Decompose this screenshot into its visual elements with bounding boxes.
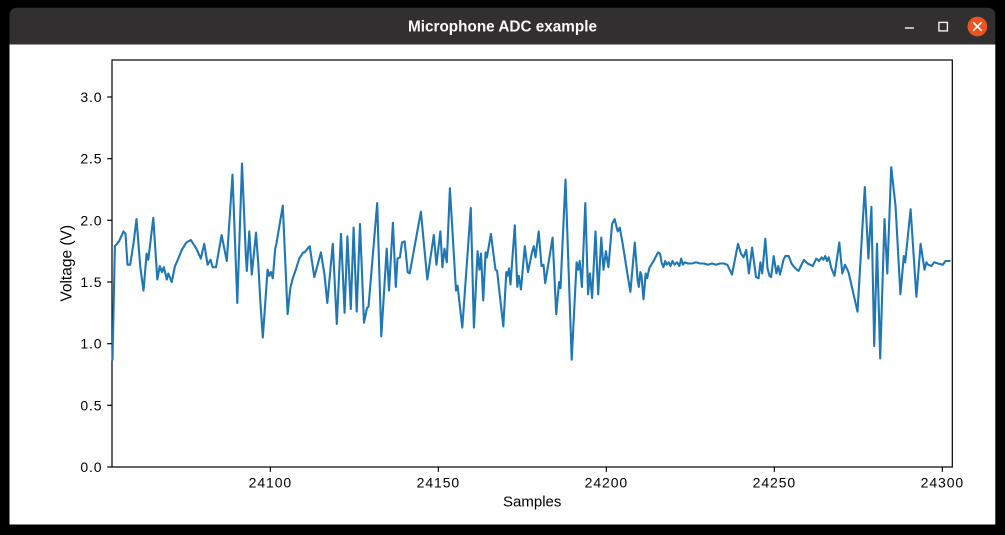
svg-text:Samples: Samples <box>503 494 561 511</box>
svg-text:2.5: 2.5 <box>80 151 102 167</box>
svg-text:0.5: 0.5 <box>80 397 102 413</box>
svg-text:3.0: 3.0 <box>80 89 102 105</box>
svg-text:0.0: 0.0 <box>80 459 102 475</box>
svg-text:24200: 24200 <box>585 475 628 491</box>
svg-text:1.0: 1.0 <box>80 336 102 352</box>
svg-text:1.5: 1.5 <box>80 274 102 290</box>
svg-text:Voltage (V): Voltage (V) <box>59 225 76 302</box>
svg-text:24150: 24150 <box>417 475 460 491</box>
svg-text:2.0: 2.0 <box>80 212 102 228</box>
svg-text:24300: 24300 <box>921 475 964 491</box>
svg-text:24250: 24250 <box>753 475 796 491</box>
svg-text:24100: 24100 <box>249 475 292 491</box>
svg-text:Microphone ADC example: Microphone ADC example <box>408 18 597 35</box>
